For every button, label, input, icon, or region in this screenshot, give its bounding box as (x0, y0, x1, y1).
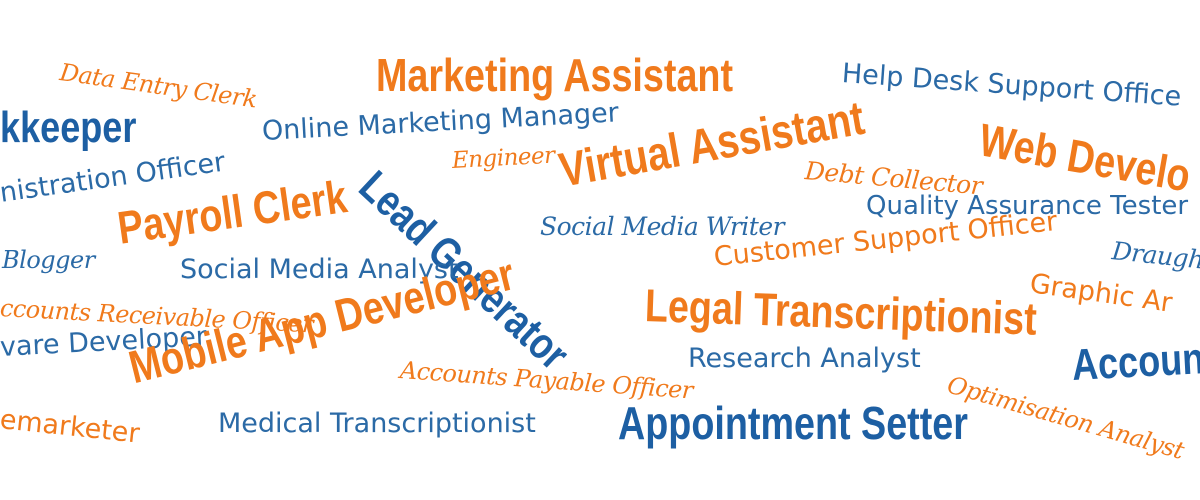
word-legal-transcriptionist: Legal Transcriptionist (644, 279, 1038, 345)
word-medical-transcriptionist: Medical Transcriptionist (218, 408, 536, 439)
word-online-marketing-manager: Online Marketing Manager (261, 97, 620, 147)
word-help-desk-support-officer: Help Desk Support Office (840, 58, 1183, 113)
word-telemarketer: emarketer (0, 404, 142, 450)
word-graphic-artist: Graphic Ar (1027, 268, 1175, 319)
word-quality-assurance-tester: Quality Assurance Tester (866, 191, 1189, 221)
word-research-analyst: Research Analyst (688, 343, 921, 374)
word-draughtsman: Draugh (1110, 236, 1200, 275)
word-web-developer: Web Develo (975, 113, 1195, 202)
word-blogger: Blogger (2, 246, 95, 274)
word-marketing-assistant: Marketing Assistant (376, 49, 734, 101)
word-appointment-setter: Appointment Setter (618, 397, 968, 449)
word-bookkeeper: kkeeper (0, 103, 137, 152)
word-social-media-writer: Social Media Writer (540, 212, 785, 241)
word-accountant: Account (1070, 333, 1200, 390)
word-social-media-analyst: Social Media Analyst (180, 254, 459, 285)
word-engineer: Engineer (451, 142, 556, 174)
word-optimisation-analyst: Optimisation Analyst (944, 370, 1187, 465)
